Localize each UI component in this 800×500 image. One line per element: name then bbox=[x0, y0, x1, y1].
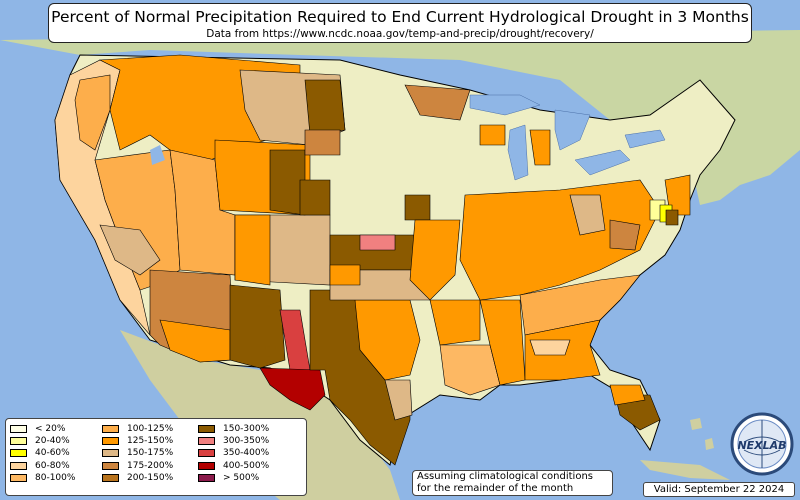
legend-item: 20-40% bbox=[10, 435, 75, 447]
legend-label: 60-80% bbox=[35, 460, 70, 471]
legend-swatch bbox=[10, 425, 27, 434]
region-georgia-tan bbox=[529, 339, 571, 356]
legend-swatch bbox=[102, 461, 119, 470]
assumption-note: Assuming climatological conditions for t… bbox=[412, 470, 613, 496]
region-utah-tan bbox=[99, 224, 161, 276]
region-nd-brown bbox=[304, 79, 346, 136]
legend-label: 175-200% bbox=[127, 460, 174, 471]
region-iowa-brown bbox=[404, 194, 431, 221]
region-colorado-orange bbox=[234, 214, 271, 286]
nexlab-logo-icon: NEXLAB bbox=[730, 412, 794, 476]
region-mississippi bbox=[479, 299, 526, 386]
legend-label: 300-350% bbox=[223, 436, 270, 447]
map-subtitle: Data from https://www.ncdc.noaa.gov/temp… bbox=[206, 28, 594, 40]
region-minnesota-brown bbox=[404, 84, 471, 121]
legend-swatch bbox=[198, 437, 215, 446]
legend-swatch bbox=[102, 473, 119, 482]
legend-swatch bbox=[10, 461, 27, 470]
legend-item: 200-150% bbox=[102, 472, 173, 484]
legend-swatch bbox=[198, 425, 215, 434]
legend-label: 400-500% bbox=[223, 460, 270, 471]
legend-label: 150-300% bbox=[223, 424, 270, 435]
region-arkansas bbox=[429, 299, 481, 346]
legend-swatch bbox=[10, 473, 27, 482]
legend-item: 300-350% bbox=[198, 435, 269, 447]
legend-item: 350-400% bbox=[198, 447, 269, 459]
great-salt-lake bbox=[150, 145, 165, 165]
legend-item: 400-500% bbox=[198, 460, 269, 472]
legend-item: 150-175% bbox=[102, 447, 173, 459]
mexico-land bbox=[120, 330, 400, 500]
great-lakes bbox=[469, 94, 666, 181]
legend-label: 80-100% bbox=[35, 472, 76, 483]
legend-item: > 500% bbox=[198, 472, 269, 484]
region-kansas-pink bbox=[359, 234, 396, 251]
region-florida-brown bbox=[614, 394, 661, 431]
map-title: Percent of Normal Precipitation Required… bbox=[51, 8, 749, 26]
legend-swatch bbox=[198, 461, 215, 470]
region-ne-brown bbox=[299, 179, 331, 216]
cuba-land bbox=[640, 460, 730, 480]
legend-label: 200-150% bbox=[127, 472, 174, 483]
legend-item: 175-200% bbox=[102, 460, 173, 472]
legend-swatch bbox=[102, 449, 119, 458]
region-nw-light bbox=[74, 74, 111, 151]
legend-swatch bbox=[102, 437, 119, 446]
legend-swatch bbox=[198, 473, 215, 482]
region-ohio-valley bbox=[459, 179, 661, 301]
legend-item: 60-80% bbox=[10, 460, 75, 472]
legend-label: 20-40% bbox=[35, 436, 70, 447]
valid-date: Valid: September 22 2024 bbox=[643, 482, 795, 497]
region-missouri-orange bbox=[409, 219, 461, 301]
legend-label: 150-175% bbox=[127, 448, 174, 459]
legend-label: > 500% bbox=[223, 472, 260, 483]
legend-label: 40-60% bbox=[35, 448, 70, 459]
region-florida-orange bbox=[609, 384, 646, 406]
legend-item: 100-125% bbox=[102, 423, 173, 435]
region-appalachia-tan bbox=[569, 194, 606, 236]
region-sd-tan bbox=[304, 129, 341, 156]
legend-column-3: 150-300% 300-350% 350-400% 400-500% > 50… bbox=[198, 423, 269, 484]
legend-label: 350-400% bbox=[223, 448, 270, 459]
legend-swatch bbox=[102, 425, 119, 434]
note-line-2: for the remainder of the month bbox=[417, 483, 574, 494]
canada-land bbox=[0, 30, 800, 205]
legend-item: < 20% bbox=[10, 423, 75, 435]
legend-column-1: < 20% 20-40% 40-60% 60-80% 80-100% bbox=[10, 423, 75, 484]
legend-label: 100-125% bbox=[127, 424, 174, 435]
region-arizona-orange bbox=[159, 319, 231, 363]
legend-label: 125-150% bbox=[127, 436, 174, 447]
region-louisiana bbox=[439, 344, 501, 396]
title-box: Percent of Normal Precipitation Required… bbox=[48, 3, 752, 43]
legend-swatch bbox=[198, 449, 215, 458]
legend-label: < 20% bbox=[35, 424, 66, 435]
region-new-mexico-west bbox=[229, 284, 286, 369]
legend: < 20% 20-40% 40-60% 60-80% 80-100% 100-1… bbox=[5, 418, 307, 496]
region-texas-tan bbox=[384, 379, 413, 421]
legend-item: 80-100% bbox=[10, 472, 75, 484]
region-virginia-tan bbox=[609, 219, 641, 251]
region-maryland-brown bbox=[665, 209, 679, 226]
legend-column-2: 100-125% 125-150% 150-175% 175-200% 200-… bbox=[102, 423, 173, 484]
region-wisconsin-orange bbox=[479, 124, 506, 146]
legend-item: 125-150% bbox=[102, 435, 173, 447]
note-line-1: Assuming climatological conditions bbox=[417, 471, 593, 482]
region-michigan-orange bbox=[529, 129, 551, 166]
legend-item: 40-60% bbox=[10, 447, 75, 459]
bahamas-land bbox=[690, 418, 714, 450]
svg-text:NEXLAB: NEXLAB bbox=[737, 439, 786, 452]
legend-swatch bbox=[10, 437, 27, 446]
legend-item: 150-300% bbox=[198, 423, 269, 435]
legend-swatch bbox=[10, 449, 27, 458]
region-ks-orange bbox=[329, 264, 361, 286]
